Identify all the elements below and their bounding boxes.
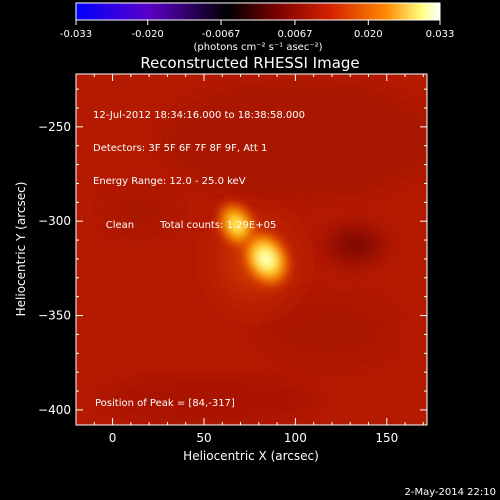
y-tick-label: −350 <box>38 309 71 323</box>
y-tick-label: −250 <box>38 120 71 134</box>
y-axis-ticks <box>76 88 427 411</box>
x-tick-label: 150 <box>375 431 398 445</box>
timestamp: 2-May-2014 22:10 <box>404 487 496 498</box>
total-counts-text: Total counts: 1.29E+05 <box>160 220 277 231</box>
peak-position-text: Position of Peak = [84,-317] <box>95 398 235 409</box>
x-tick-label: 100 <box>284 431 307 445</box>
detectors-text: Detectors: 3F 5F 6F 7F 8F 9F, Att 1 <box>93 143 268 154</box>
colorbar <box>75 2 441 21</box>
colorbar-unit-label: (photons cm⁻² s⁻¹ asec⁻²) <box>193 42 322 53</box>
y-axis-label: Heliocentric Y (arcsec) <box>14 182 28 317</box>
energy-range-text: Energy Range: 12.0 - 25.0 keV <box>93 176 246 187</box>
x-axis-tick-labels: 0 50 100 150 <box>109 431 398 445</box>
colorbar-tick-label: -0.033 <box>60 29 92 40</box>
clean-counts-row: Clean Total counts: 1.29E+05 <box>93 209 305 242</box>
x-tick-label: 50 <box>196 431 211 445</box>
heatmap-image <box>76 74 427 425</box>
x-axis-ticks <box>93 74 424 425</box>
plot-frame <box>75 73 428 426</box>
colorbar-tick-label: 0.033 <box>426 29 455 40</box>
y-tick-label: −300 <box>38 214 71 228</box>
colorbar-tick-labels: -0.033 -0.020 -0.0067 0.0067 0.020 0.033 <box>60 29 454 40</box>
chart-title: Reconstructed RHESSI Image <box>140 54 359 72</box>
colorbar-tick-label: -0.020 <box>132 29 164 40</box>
colorbar-tick-label: 0.020 <box>354 29 383 40</box>
time-range-text: 12-Jul-2012 18:34:16.000 to 18:38:58.000 <box>93 110 305 121</box>
colorbar-ticks <box>75 20 441 25</box>
annotation-block: 12-Jul-2012 18:34:16.000 to 18:38:58.000… <box>93 88 305 253</box>
source-blobs <box>212 196 295 292</box>
y-axis-tick-labels: −250 −300 −350 −400 <box>38 120 71 417</box>
source-blob <box>238 226 295 292</box>
colorbar-tick-label: 0.0067 <box>277 29 312 40</box>
y-tick-label: −400 <box>38 403 71 417</box>
method-text: Clean <box>105 220 135 231</box>
colorbar-tick-label: -0.0067 <box>202 29 241 40</box>
x-axis-label: Heliocentric X (arcsec) <box>183 449 319 463</box>
x-tick-label: 0 <box>109 431 117 445</box>
